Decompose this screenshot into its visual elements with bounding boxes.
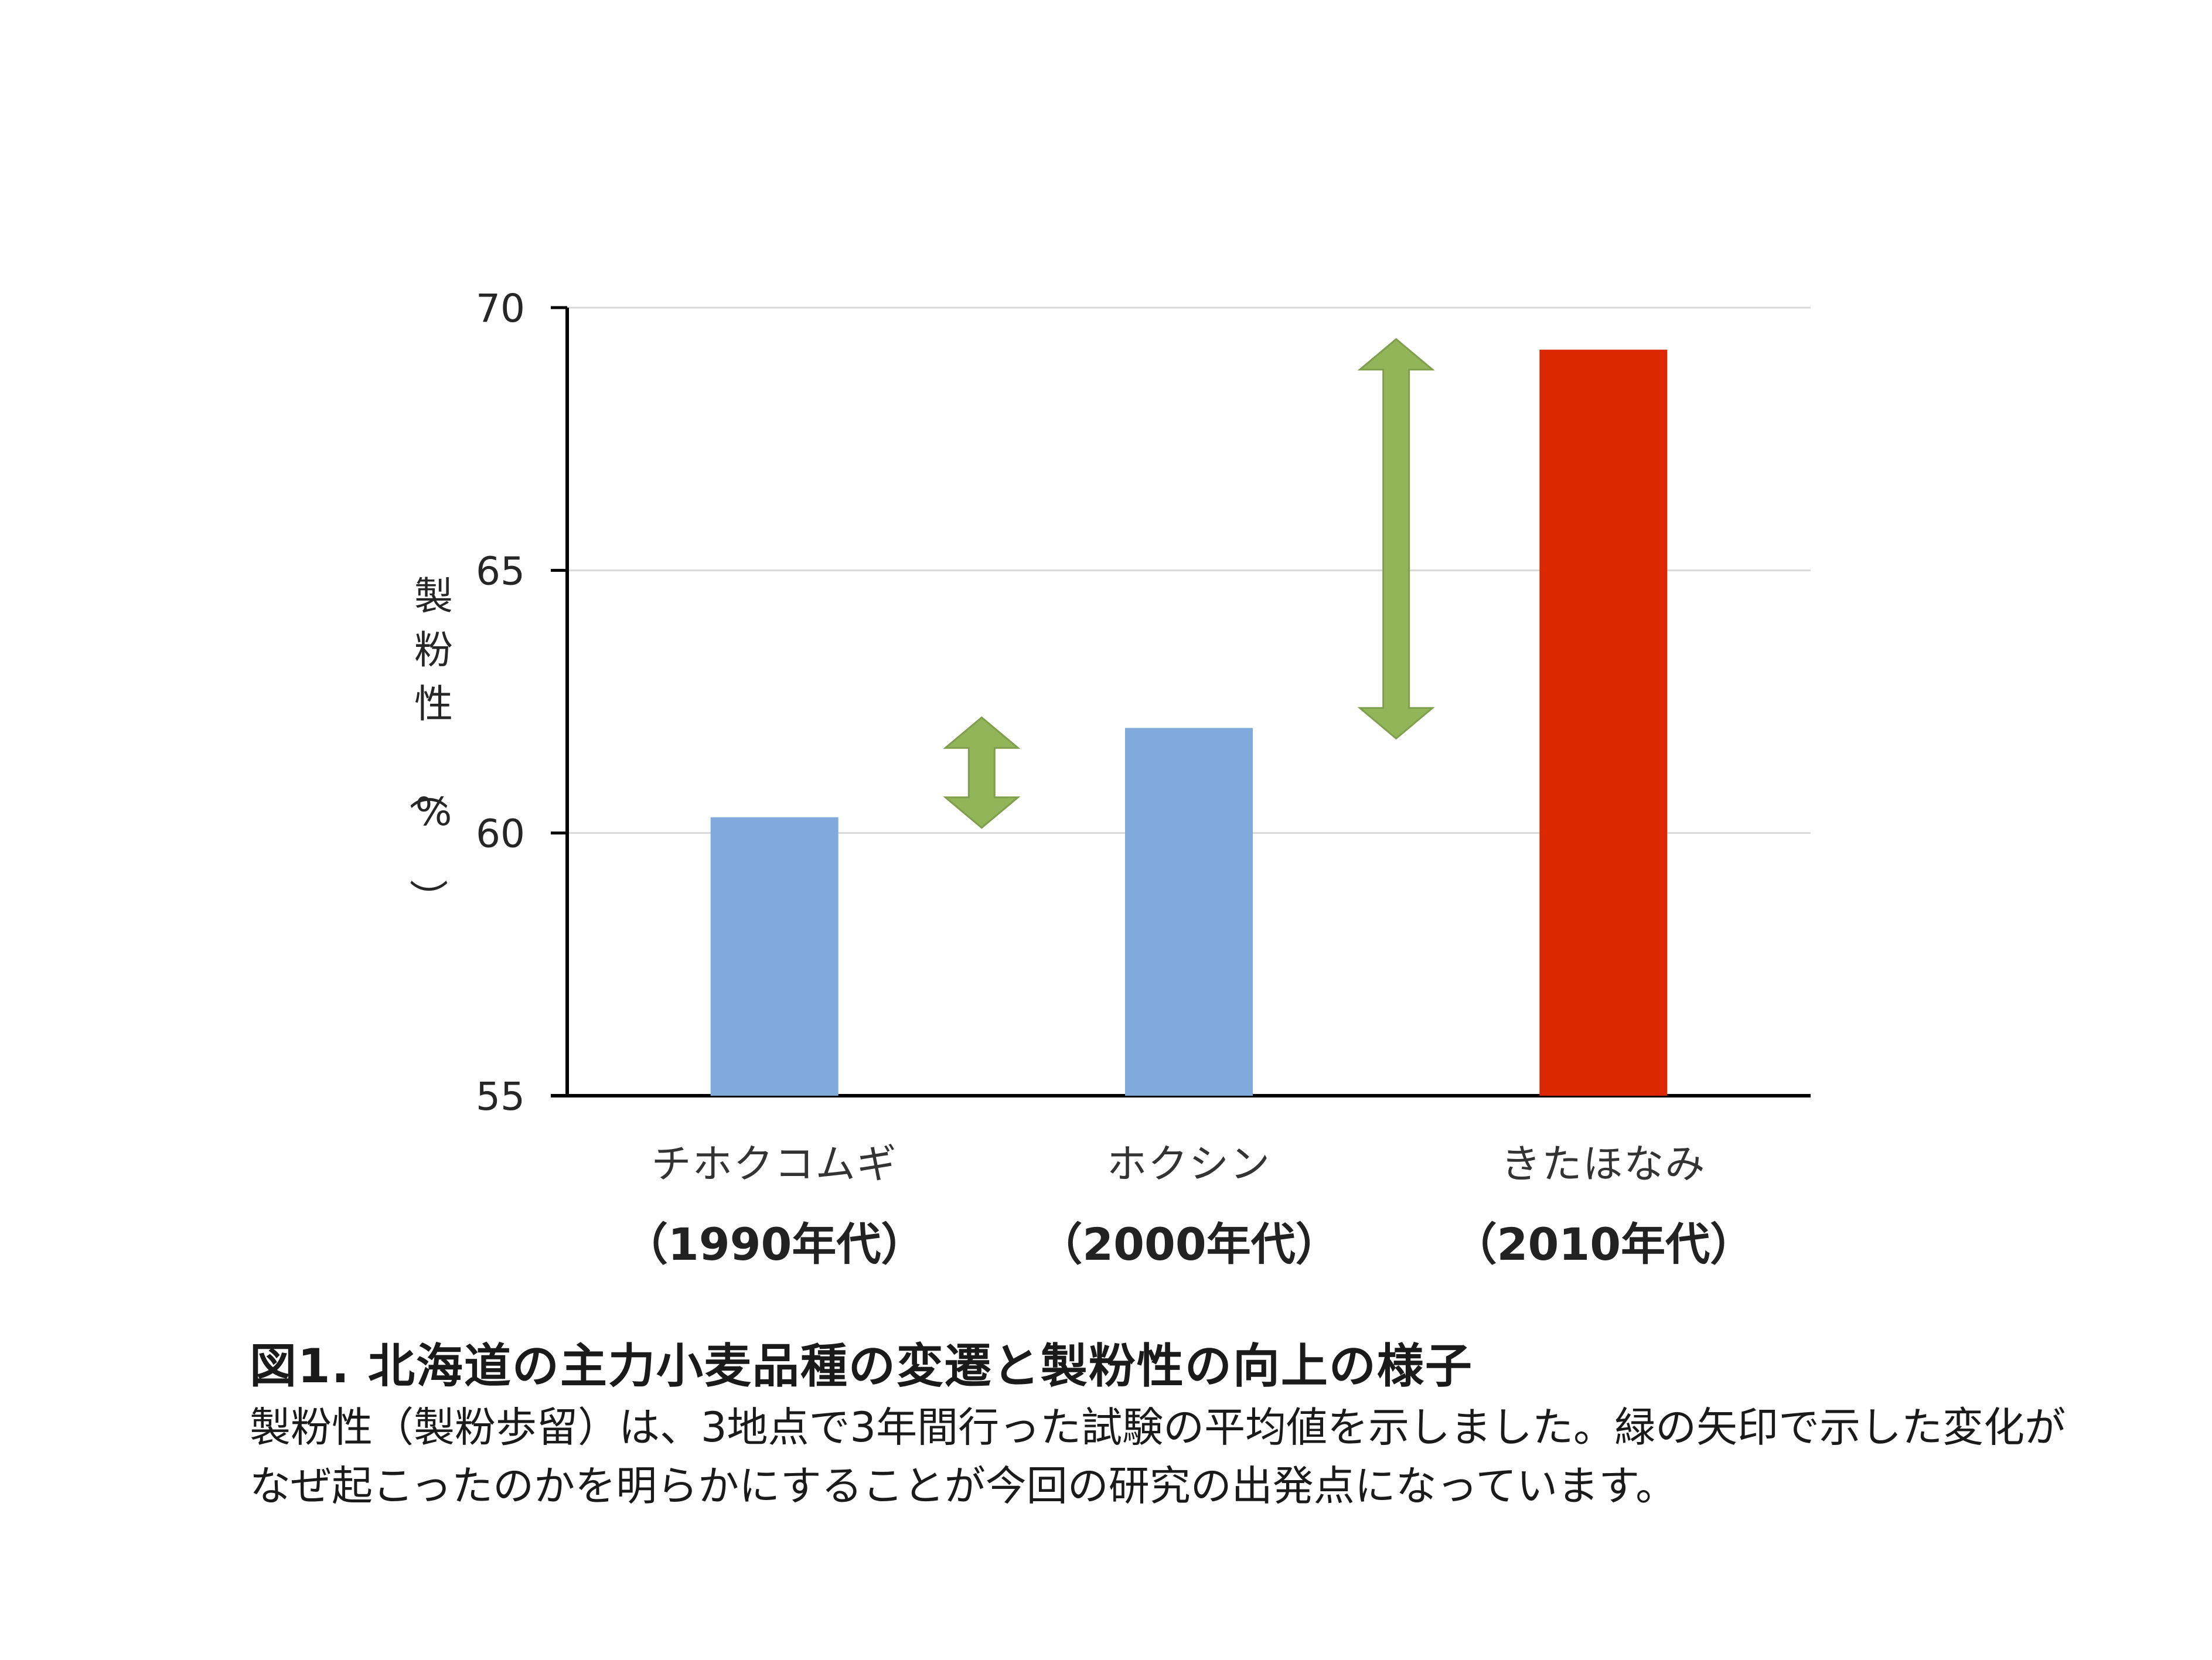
x-category-era: （1990年代） — [623, 1218, 926, 1270]
x-category-label: ホクシン — [1107, 1141, 1271, 1188]
x-category-era: （2010年代） — [1453, 1218, 1755, 1270]
y-axis-label: 製粉性（%） — [405, 574, 453, 918]
change-arrow-2 — [1357, 338, 1435, 740]
y-tick-label: 55 — [476, 1074, 525, 1119]
caption-title: 図1. 北海道の主力小麦品種の変遷と製粉性の向上の様子 — [250, 1339, 1473, 1393]
y-tick-label: 70 — [476, 286, 525, 331]
y-tick-label: 60 — [476, 812, 525, 857]
bar-3 — [1539, 349, 1668, 1096]
x-category-label: チホクコムギ — [652, 1141, 898, 1188]
figure-caption: 図1. 北海道の主力小麦品種の変遷と製粉性の向上の様子 製粉性（製粉歩留）は、3… — [250, 1337, 2095, 1515]
x-category-label: きたほなみ — [1501, 1141, 1706, 1188]
x-category-era: （2000年代） — [1038, 1218, 1340, 1270]
change-arrow-1 — [943, 716, 1021, 829]
y-tick-label: 65 — [476, 548, 525, 594]
bar-1 — [710, 817, 839, 1096]
caption-body: 製粉性（製粉歩留）は、3地点で3年間行った試験の平均値を示しました。緑の矢印で示… — [250, 1403, 2066, 1510]
bar-2 — [1125, 728, 1253, 1096]
